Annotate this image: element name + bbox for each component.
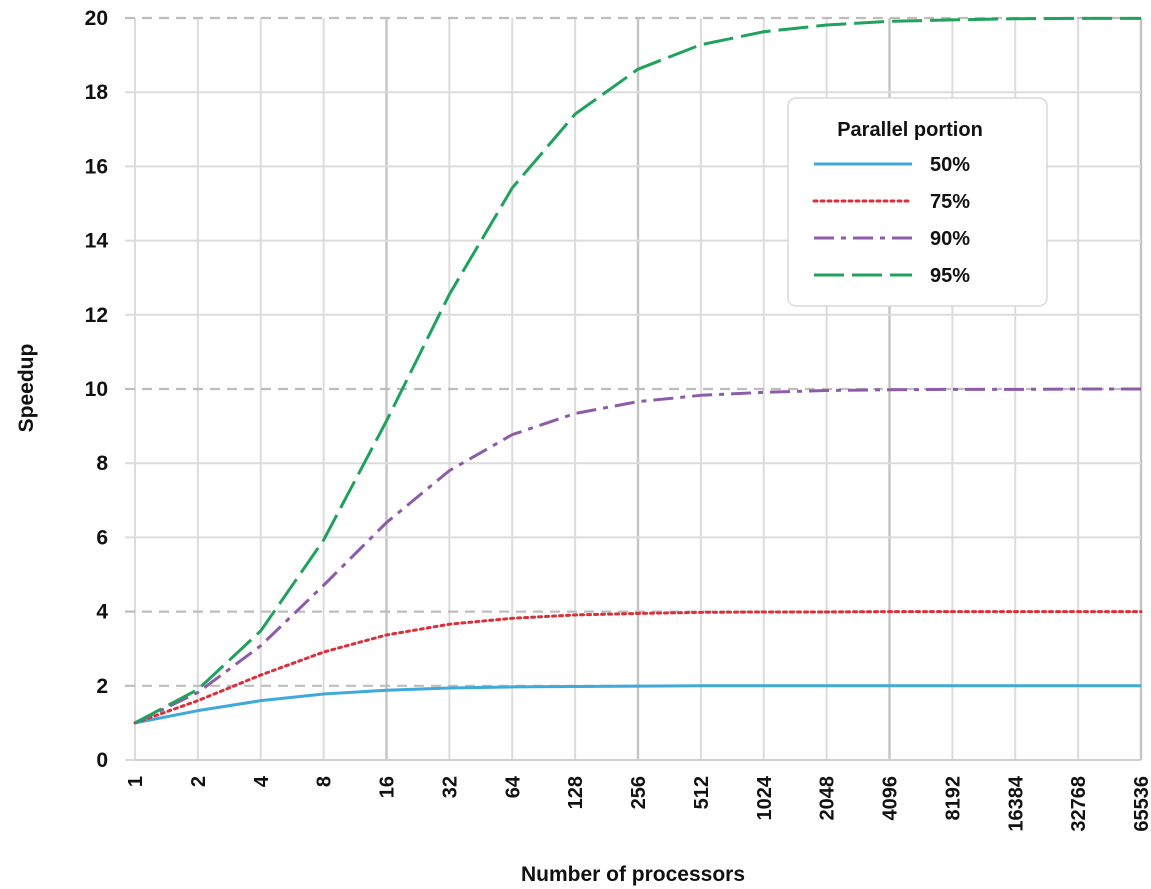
series-line-75pct bbox=[133, 610, 1143, 725]
y-tick-label: 8 bbox=[96, 452, 108, 475]
x-tick-label: 64 bbox=[502, 775, 524, 798]
x-tick-label: 16384 bbox=[1005, 775, 1027, 831]
y-tick-label: 12 bbox=[85, 304, 108, 327]
y-tick-label: 10 bbox=[85, 378, 108, 401]
x-tick-label: 2048 bbox=[817, 776, 839, 821]
series-lines bbox=[133, 16, 1143, 725]
series-line-90pct bbox=[134, 387, 1141, 725]
x-tick-label: 4 bbox=[251, 775, 273, 787]
legend-title: Parallel portion bbox=[837, 119, 983, 141]
x-tick-label: 512 bbox=[691, 776, 713, 809]
x-tick-label: 65536 bbox=[1131, 776, 1151, 832]
legend-label: 75% bbox=[930, 191, 970, 213]
x-tick-label: 128 bbox=[565, 776, 587, 809]
x-tick-labels: 1 2 4 8 16 32 64 128 256 512 1024 2048 4096 8192 16384… bbox=[125, 775, 1151, 832]
x-tick-label: 32768 bbox=[1068, 776, 1090, 832]
x-tick-label: 1024 bbox=[754, 775, 776, 820]
y-axis-title: Speedup bbox=[15, 344, 38, 433]
series-line-95pct bbox=[134, 16, 1141, 725]
y-tick-label: 4 bbox=[96, 601, 108, 624]
legend-label: 50% bbox=[930, 154, 970, 176]
legend-label: 95% bbox=[930, 265, 970, 287]
y-tick-label: 18 bbox=[85, 81, 109, 104]
x-tick-label: 2 bbox=[188, 776, 210, 787]
x-tick-label: 8 bbox=[314, 776, 336, 787]
x-tick-label: 1 bbox=[125, 776, 147, 787]
x-axis-title: Number of processors bbox=[521, 863, 745, 886]
y-tick-label: 16 bbox=[85, 155, 108, 178]
y-tick-label: 6 bbox=[96, 526, 108, 549]
x-tick-label: 256 bbox=[628, 776, 650, 809]
legend-entries: 50% 75% 90% 95% bbox=[812, 154, 970, 287]
y-tick-label: 14 bbox=[85, 230, 109, 253]
series-line-50pct bbox=[134, 684, 1141, 725]
y-tick-label: 0 bbox=[96, 749, 108, 772]
x-tick-label: 16 bbox=[377, 776, 399, 798]
x-tick-label: 4096 bbox=[880, 776, 902, 821]
x-tick-label: 8192 bbox=[942, 776, 964, 821]
legend: Parallel portion 50% 75% 90% 95% bbox=[787, 97, 1048, 307]
legend-box bbox=[787, 97, 1048, 307]
y-tick-labels: 0 2 4 6 8 10 12 14 16 18 20 bbox=[85, 7, 109, 772]
x-tick-label: 32 bbox=[439, 776, 461, 798]
legend-label: 90% bbox=[930, 228, 970, 250]
y-tick-label: 20 bbox=[85, 7, 108, 30]
y-tick-label: 2 bbox=[96, 675, 108, 698]
